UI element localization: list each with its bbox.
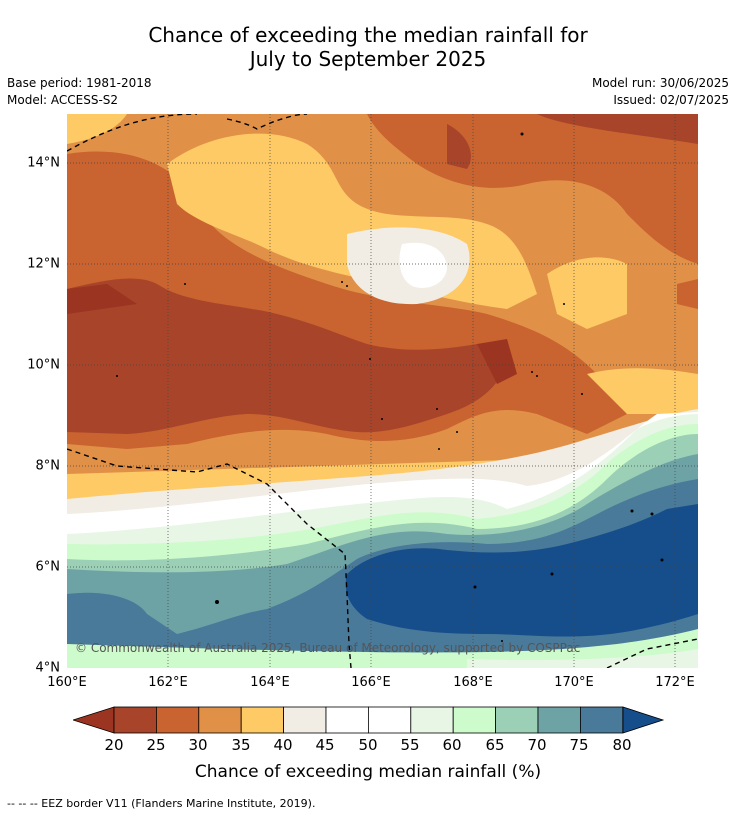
band-above-80 <box>345 504 698 637</box>
colorbar-tick-70: 70 <box>527 736 547 754</box>
colorbar-label: Chance of exceeding median rainfall (%) <box>194 762 542 782</box>
x-tick-170e: 170°E <box>554 675 594 690</box>
colorbar-cell <box>579 706 624 734</box>
band-south-strip <box>67 629 698 668</box>
band-35-40-southeast <box>587 368 698 414</box>
graticule <box>67 114 698 668</box>
chart-title-line1: Chance of exceeding the median rainfall … <box>148 23 588 47</box>
band-below-20-west <box>67 284 137 314</box>
colorbar-over-arrow <box>622 706 665 734</box>
x-tick-168e: 168°E <box>453 675 493 690</box>
band-45-55-center <box>399 242 447 289</box>
colorbar-tick-65: 65 <box>485 736 505 754</box>
band-20-25-west <box>67 278 507 434</box>
y-tick-8n: 8°N <box>35 458 61 474</box>
colorbar-tick-40: 40 <box>273 736 293 754</box>
eez-footnote: -- -- -- EEZ border V11 (Flanders Marine… <box>7 797 316 810</box>
band-35-40-northwest <box>67 114 127 144</box>
y-tick-6n: 6°N <box>35 559 61 575</box>
x-tick-160e: 160°E <box>47 675 87 690</box>
colorbar-cell <box>198 706 242 734</box>
colorbar-tick-30: 30 <box>188 736 208 754</box>
x-tick-166e: 166°E <box>351 675 391 690</box>
rainfall-map <box>67 114 698 668</box>
band-35-40-east <box>547 257 627 329</box>
meta-left: Base period: 1981-2018 Model: ACCESS-S2 <box>7 75 152 109</box>
band-south-strip-light <box>467 649 698 668</box>
colorbar-cell <box>113 706 157 734</box>
band-25-30-east <box>677 279 698 309</box>
band-20-25-patch <box>447 124 471 169</box>
colorbar-cell <box>283 706 327 734</box>
band-below-20-patch <box>477 339 517 384</box>
y-tick-4n: 4°N <box>35 660 61 676</box>
colorbar-cell <box>410 706 454 734</box>
y-tick-10n: 10°N <box>27 357 60 373</box>
colorbar-tick-55: 55 <box>400 736 420 754</box>
colorbar-tick-20: 20 <box>104 736 124 754</box>
x-tick-164e: 164°E <box>250 675 290 690</box>
issued-date: Issued: 02/07/2025 <box>613 93 729 107</box>
colorbar-cell <box>325 706 369 734</box>
islands <box>116 132 664 642</box>
copyright-notice: © Commonwealth of Australia 2025, Bureau… <box>75 641 581 655</box>
colorbar-tick-45: 45 <box>315 736 335 754</box>
meta-right: Model run: 30/06/2025 Issued: 02/07/2025 <box>592 75 729 109</box>
model-run: Model run: 30/06/2025 <box>591 76 729 90</box>
base-period: Base period: 1981-2018 <box>7 76 152 90</box>
colorbar-tick-75: 75 <box>569 736 589 754</box>
y-tick-12n: 12°N <box>27 256 60 272</box>
colorbar-cell <box>156 706 200 734</box>
model-name: Model: ACCESS-S2 <box>7 93 119 107</box>
colorbar <box>73 706 665 734</box>
eez-border <box>67 114 698 668</box>
colorbar-cell <box>495 706 539 734</box>
colorbar-cells <box>113 706 624 734</box>
colorbar-tick-80: 80 <box>612 736 632 754</box>
colorbar-tick-60: 60 <box>442 736 462 754</box>
y-tick-14n: 14°N <box>27 155 60 171</box>
chart-title-line2: July to September 2025 <box>249 47 487 71</box>
colorbar-cell <box>367 706 412 734</box>
map-svg <box>67 114 698 668</box>
colorbar-cell <box>240 706 284 734</box>
colorbar-under-arrow <box>73 706 115 734</box>
colorbar-cell <box>537 706 581 734</box>
colorbar-cell <box>452 706 497 734</box>
colorbar-tick-50: 50 <box>358 736 378 754</box>
colorbar-tick-35: 35 <box>231 736 251 754</box>
band-20-25-northeast <box>537 114 698 144</box>
x-tick-172e: 172°E <box>655 675 695 690</box>
colorbar-tick-25: 25 <box>146 736 166 754</box>
x-tick-162e: 162°E <box>148 675 188 690</box>
